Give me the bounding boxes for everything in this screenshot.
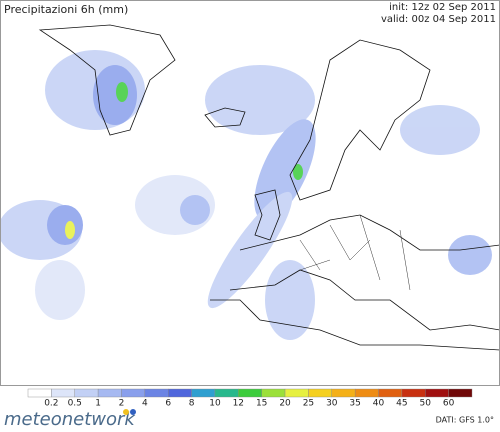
color-swatch [401,388,426,398]
scale-label: 1 [95,399,101,409]
init-time: init: 12z 02 Sep 2011 [389,2,496,13]
scale-label: 4 [142,399,148,409]
scale-label: 35 [349,399,360,409]
scale-label: 25 [303,399,314,409]
color-swatch [144,388,169,398]
color-swatch [214,388,239,398]
scale-label: 40 [373,399,385,409]
color-swatch [168,388,192,398]
scale-label: 0.2 [44,399,58,409]
logo: meteonetwork [4,409,136,430]
scale-label: 2 [119,399,125,409]
scale-label: 45 [396,399,407,409]
color-swatch [284,388,309,398]
scale-label: 30 [326,399,338,409]
scale-label: 8 [189,399,195,409]
color-swatch [354,388,379,398]
scale-label: 6 [165,399,171,409]
color-swatch [425,388,449,398]
color-swatch [448,388,473,398]
logo-dot [123,409,129,415]
color-swatch [27,388,52,398]
color-swatch [191,388,216,398]
scale-label: 0.5 [68,399,82,409]
scale-label: 60 [443,399,455,409]
color-swatch [74,388,99,398]
scale-label: 10 [209,399,221,409]
color-swatch [97,388,122,398]
color-swatch [308,388,332,398]
scale-label: 15 [256,399,267,409]
color-swatch [261,388,286,398]
map [0,0,500,386]
logo-dot [130,409,136,415]
color-swatch [238,388,262,398]
valid-time: valid: 00z 04 Sep 2011 [381,14,496,25]
color-swatch [51,388,75,398]
color-scale: 0.2 0.5 1 2 4 6 8 10 12 15 20 25 30 35 40 45 50 60 [27,388,473,409]
map-title: Precipitazioni 6h (mm) [4,3,128,16]
color-swatch [121,388,146,398]
color-swatch [378,388,403,398]
scale-label: 20 [279,399,291,409]
color-swatch [331,388,356,398]
scale-label: 12 [233,399,244,409]
scale-label: 50 [420,399,432,409]
data-source: DATI: GFS 1.0° [436,416,494,425]
